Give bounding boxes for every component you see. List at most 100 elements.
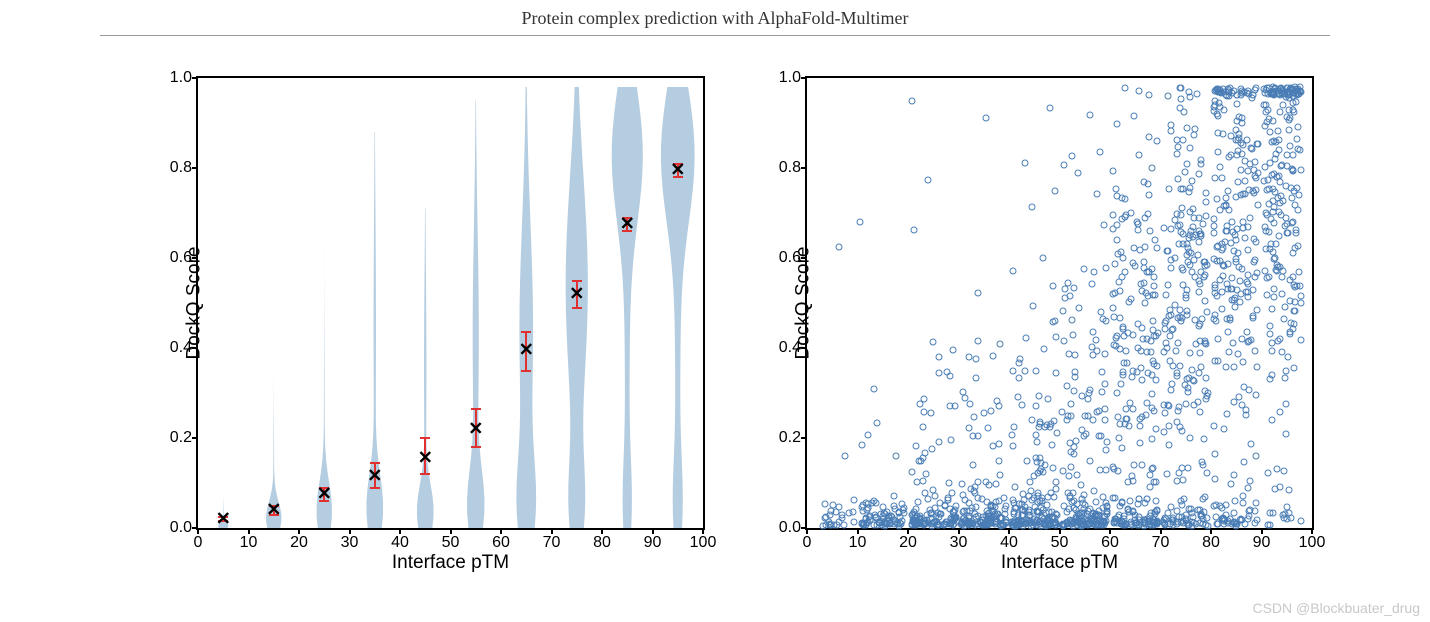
scatter-point [1211,229,1218,236]
scatter-point [1165,422,1172,429]
scatter-point [995,440,1002,447]
error-bar [576,281,578,308]
scatter-chart: DockQ Score Interface pTM 0.00.20.40.60.… [725,76,1314,530]
scatter-point [1282,94,1289,101]
scatter-point [1176,307,1183,314]
scatter-point [1200,435,1207,442]
scatter-point [1185,89,1192,96]
scatter-point [1249,287,1256,294]
scatter-point [1191,316,1198,323]
scatter-point [1298,292,1305,299]
scatter-point [1204,469,1211,476]
scatter-point [1251,519,1258,526]
scatter-point [1290,250,1297,257]
scatter-point [1294,242,1301,249]
scatter-point [1130,406,1137,413]
scatter-point [1154,329,1161,336]
scatter-point [1202,375,1209,382]
scatter-point [1198,233,1205,240]
scatter-point [1177,314,1184,321]
scatter-point [1283,431,1290,438]
scatter-point [1143,496,1150,503]
scatter-point [1035,498,1042,505]
scatter-point [1191,257,1198,264]
error-cap [319,487,329,489]
xtick-mark [500,528,502,534]
scatter-point [996,471,1003,478]
scatter-point [1285,486,1292,493]
xtick-label: 80 [593,534,611,552]
scatter-point [1166,442,1173,449]
scatter-point [1110,168,1117,175]
scatter-point [1130,259,1137,266]
scatter-point [969,462,976,469]
xtick-label: 60 [1101,534,1119,552]
xtick-label: 60 [492,534,510,552]
scatter-point [1267,160,1274,167]
scatter-point [1144,292,1151,299]
scatter-point [913,518,920,525]
xtick-label: 50 [442,534,460,552]
scatter-point [1074,471,1081,478]
scatter-point [836,243,843,250]
scatter-point [1177,96,1184,103]
scatter-point [1098,309,1105,316]
scatter-point [1103,467,1110,474]
scatter-point [1214,88,1221,95]
scatter-point [1124,360,1131,367]
scatter-point [1229,297,1236,304]
scatter-point [1212,102,1219,109]
scatter-point [1196,369,1203,376]
scatter-point [1167,257,1174,264]
scatter-point [1039,507,1046,514]
scatter-point [1177,221,1184,228]
xtick-label: 40 [1000,534,1018,552]
scatter-point [1067,492,1074,499]
scatter-point [1091,488,1098,495]
scatter-point [1242,190,1249,197]
scatter-point [1269,248,1276,255]
scatter-point [1064,417,1071,424]
scatter-point [1252,86,1259,93]
scatter-point [1028,204,1035,211]
scatter-point [1298,517,1305,524]
error-cap [572,307,582,309]
scatter-point [1003,516,1010,523]
scatter-point [1142,244,1149,251]
error-cap [420,437,430,439]
scatter-point [1266,330,1273,337]
scatter-point [1183,252,1190,259]
scatter-point [966,425,973,432]
scatter-point [871,385,878,392]
scatter-point [1153,497,1160,504]
scatter-point [920,477,927,484]
xtick-mark [349,528,351,534]
scatter-point [1183,401,1190,408]
scatter-point [947,372,954,379]
violin-shape [612,87,643,528]
scatter-point [1035,392,1042,399]
scatter-point [1183,240,1190,247]
xtick-mark [450,528,452,534]
scatter-point [975,338,982,345]
xtick-label: 40 [391,534,409,552]
scatter-point [1231,510,1238,517]
scatter-point [1135,151,1142,158]
scatter-point [1203,189,1210,196]
scatter-point [1274,127,1281,134]
scatter-point [979,496,986,503]
scatter-point [1163,248,1170,255]
scatter-point [1221,517,1228,524]
scatter-point [1161,320,1168,327]
scatter-point [965,354,972,361]
error-cap [622,230,632,232]
watermark: CSDN @Blockbuater_drug [1252,600,1420,616]
scatter-point [1172,348,1179,355]
scatter-point [1093,190,1100,197]
scatter-point [1147,348,1154,355]
scatter-point [1018,402,1025,409]
scatter-point [1295,206,1302,213]
scatter-point [1095,433,1102,440]
scatter-point [1214,336,1221,343]
ytick-label: 0.4 [779,339,801,357]
